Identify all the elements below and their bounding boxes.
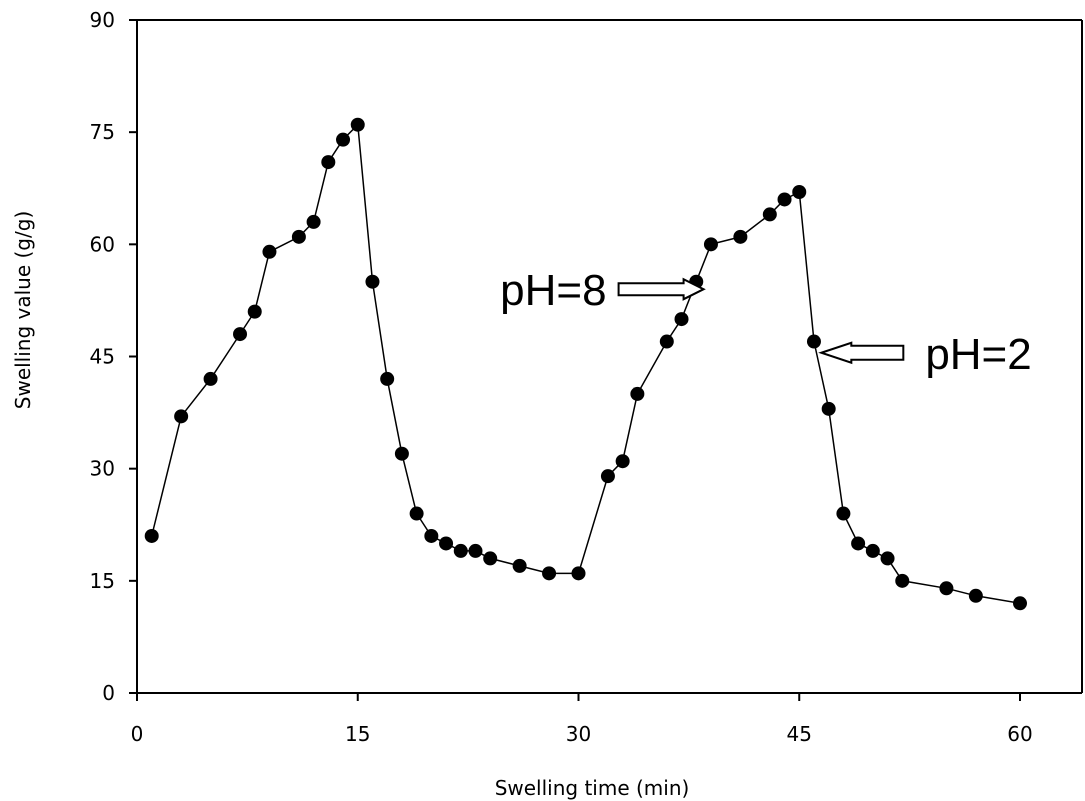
data-point xyxy=(542,566,557,581)
data-point xyxy=(336,132,351,147)
data-point xyxy=(380,371,395,386)
x-tick-label: 30 xyxy=(566,722,591,746)
y-tick-label: 15 xyxy=(90,569,115,593)
y-tick-label: 75 xyxy=(90,120,115,144)
y-tick-label: 45 xyxy=(90,345,115,369)
data-point xyxy=(880,551,895,566)
y-axis-title: Swelling value (g/g) xyxy=(11,211,35,409)
data-point xyxy=(394,446,409,461)
series-points xyxy=(144,117,1027,611)
x-axis-title: Swelling time (min) xyxy=(495,776,690,800)
x-tick-label: 45 xyxy=(787,722,812,746)
data-point xyxy=(365,274,380,289)
data-point xyxy=(703,237,718,252)
data-point xyxy=(615,454,630,469)
data-point xyxy=(247,304,262,319)
y-tick-label: 0 xyxy=(102,681,115,705)
data-point xyxy=(291,229,306,244)
data-point xyxy=(968,588,983,603)
data-point xyxy=(306,214,321,229)
data-point xyxy=(762,207,777,222)
data-point xyxy=(939,581,954,596)
y-tick-label: 60 xyxy=(90,232,115,256)
x-tick-label: 15 xyxy=(345,722,370,746)
data-point xyxy=(468,543,483,558)
y-tick-label: 30 xyxy=(90,457,115,481)
data-point xyxy=(439,536,454,551)
x-ticks: 0 15 30 45 60 xyxy=(131,693,1033,746)
data-point xyxy=(203,371,218,386)
data-point xyxy=(895,573,910,588)
data-point xyxy=(350,117,365,132)
series-line xyxy=(150,123,1021,605)
data-point xyxy=(733,229,748,244)
data-point xyxy=(851,536,866,551)
data-point xyxy=(836,506,851,521)
x-tick-label: 60 xyxy=(1007,722,1032,746)
series-polyline xyxy=(150,123,1021,605)
x-tick-label: 0 xyxy=(131,722,144,746)
data-point xyxy=(262,244,277,259)
data-point xyxy=(806,334,821,349)
annotation-label: pH=8 xyxy=(500,266,606,315)
data-point xyxy=(233,327,248,342)
data-point xyxy=(1013,596,1027,611)
data-point xyxy=(630,386,645,401)
y-ticks: 0 15 30 45 60 75 90 xyxy=(90,8,137,705)
data-point xyxy=(674,312,689,327)
data-point xyxy=(821,401,836,416)
data-point xyxy=(424,528,439,543)
data-point xyxy=(144,528,159,543)
data-point xyxy=(792,184,807,199)
y-tick-label: 90 xyxy=(90,8,115,32)
data-point xyxy=(571,566,586,581)
data-point xyxy=(483,551,498,566)
annotations: pH=8 pH=2 xyxy=(500,266,1032,379)
ph8-arrow-icon xyxy=(617,277,706,301)
data-point xyxy=(174,409,189,424)
annotation-label: pH=2 xyxy=(925,330,1031,379)
data-point xyxy=(865,543,880,558)
data-point xyxy=(453,543,468,558)
data-point xyxy=(659,334,674,349)
data-point xyxy=(321,155,336,170)
data-point xyxy=(600,469,615,484)
ph2-arrow-icon xyxy=(818,341,905,365)
data-point xyxy=(409,506,424,521)
data-point xyxy=(512,558,527,573)
data-point xyxy=(777,192,792,207)
